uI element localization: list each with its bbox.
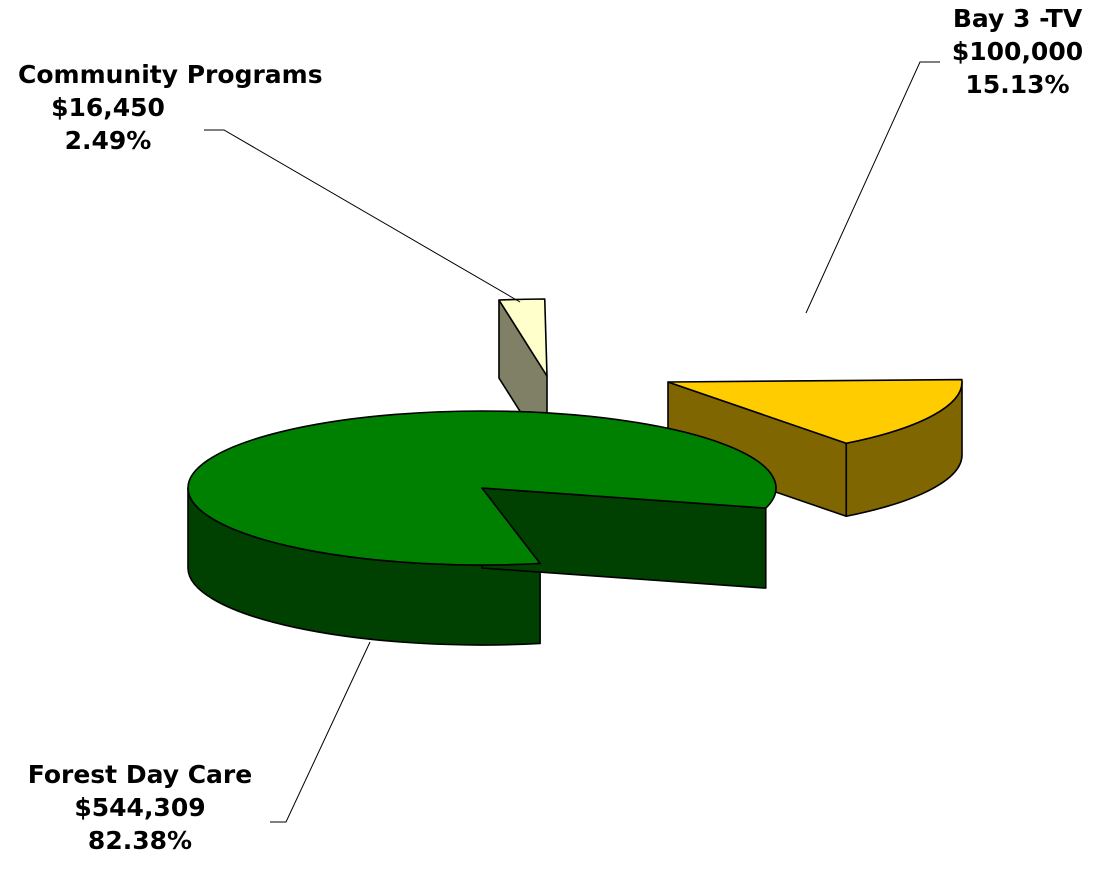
slice-value: $100,000 (951, 37, 1084, 66)
slice-value: $16,450 (51, 93, 165, 122)
slice-top-forest-day-care (187, 410, 777, 566)
slice-percent: 82.38% (87, 826, 193, 855)
slice-top-bay-3-tv (667, 378, 963, 445)
slice-label-community-programs: Community Programs $16,450 2.49% (18, 58, 323, 157)
leader-line-bay-3-tv (805, 61, 940, 314)
slice-label-forest-day-care: Forest Day Care $544,309 82.38% (0, 758, 280, 857)
slice-name: Bay 3 -TV (952, 4, 1083, 33)
leader-line-community-programs (204, 129, 521, 303)
slice-value: $544,309 (74, 793, 206, 822)
slice-name: Community Programs (18, 60, 323, 89)
slice-percent: 15.13% (965, 70, 1070, 99)
slice-name: Forest Day Care (27, 760, 253, 789)
leader-line-forest-day-care (270, 641, 371, 823)
slice-top-community-programs (498, 298, 548, 377)
slice-percent: 2.49% (64, 126, 152, 155)
slice-label-bay-3-tv: Bay 3 -TV $100,000 15.13% (930, 2, 1105, 101)
